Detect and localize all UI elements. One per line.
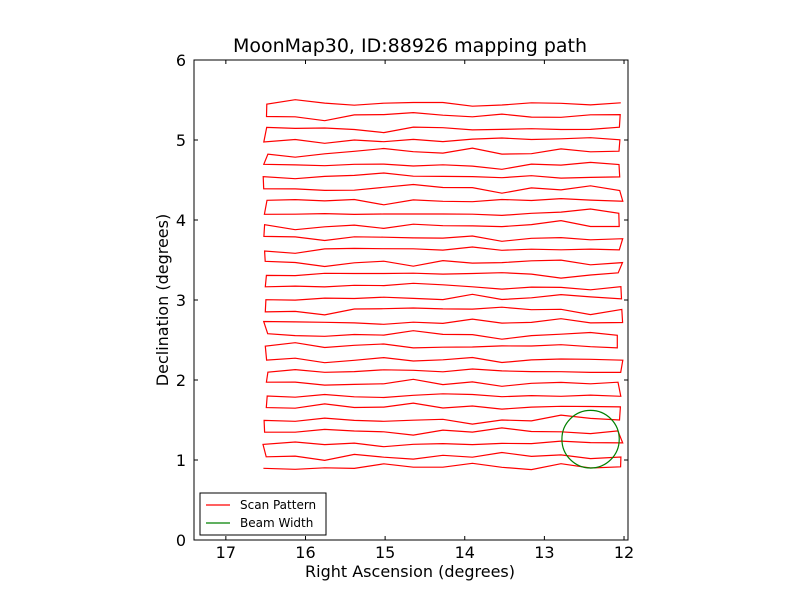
scan-pattern-line — [262, 99, 624, 471]
legend: Scan Pattern Beam Width — [199, 492, 327, 536]
plot-area — [193, 59, 629, 541]
x-axis: 17 16 15 14 13 12 — [216, 60, 634, 562]
y-tick-label: 3 — [176, 291, 186, 310]
y-axis: 0 1 2 3 4 5 6 — [176, 51, 628, 550]
y-tick-label: 5 — [176, 131, 186, 150]
x-tick-label: 15 — [375, 543, 395, 562]
y-tick-label: 4 — [176, 211, 186, 230]
legend-box — [199, 492, 327, 536]
y-tick-label: 6 — [176, 51, 186, 70]
chart-title: MoonMap30, ID:88926 mapping path — [233, 35, 587, 57]
x-tick-label: 17 — [216, 543, 236, 562]
x-tick-label: 14 — [455, 543, 475, 562]
y-tick-label: 2 — [176, 371, 186, 390]
plot-frame — [193, 59, 629, 541]
legend-label-scan-pattern: Scan Pattern — [240, 498, 316, 512]
scan-pattern-layer — [262, 99, 624, 471]
x-tick-label: 12 — [614, 543, 634, 562]
x-tick-label: 13 — [534, 543, 554, 562]
x-axis-title: Right Ascension (degrees) — [305, 562, 515, 581]
y-tick-label: 1 — [176, 451, 186, 470]
beam-width-layer — [561, 409, 620, 469]
y-tick-label: 0 — [176, 531, 186, 550]
legend-label-beam-width: Beam Width — [240, 516, 313, 530]
y-axis-title: Declination (degrees) — [153, 214, 172, 386]
x-tick-label: 16 — [295, 543, 315, 562]
beam-width-circle — [561, 409, 620, 469]
